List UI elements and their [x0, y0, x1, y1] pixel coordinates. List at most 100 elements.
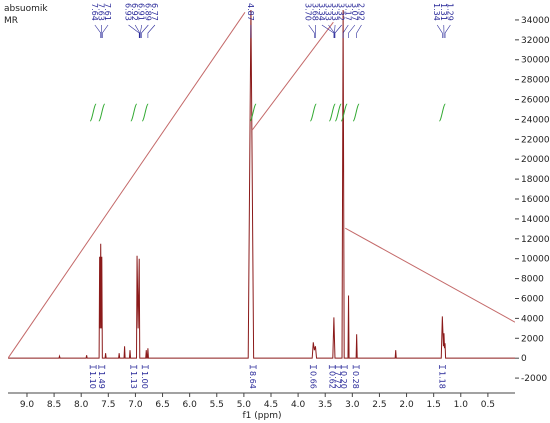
- peak-label: 3.07: [350, 3, 359, 21]
- y-tick-label: 34000: [521, 16, 550, 26]
- peak-leader: [102, 24, 109, 38]
- x-tick-label: 9.0: [20, 400, 35, 410]
- y-tick-label: 32000: [521, 36, 550, 46]
- integral-curve: [141, 103, 149, 122]
- integral-label: 1.13: [129, 371, 138, 389]
- peak-leader: [436, 24, 443, 38]
- integral-curve: [328, 103, 336, 122]
- peak-label: 7.64: [90, 3, 99, 21]
- peak-leader: [134, 24, 141, 38]
- peak-label: 6.93: [124, 3, 133, 21]
- x-tick-label: 7.0: [128, 400, 143, 410]
- peak-label: 1.29: [445, 3, 454, 21]
- integral-bracket: [328, 365, 336, 369]
- peak-label: 6.89: [143, 3, 152, 21]
- y-tick-label: 4000: [521, 314, 544, 324]
- y-tick-label: 16000: [521, 195, 550, 205]
- y-tick-label: 20000: [521, 155, 550, 165]
- x-tick-label: 4.5: [264, 400, 278, 410]
- integral-bracket: [438, 365, 446, 369]
- integral-curve: [309, 103, 317, 122]
- integral-bracket: [340, 365, 348, 369]
- integral-label: 1.00: [140, 371, 149, 389]
- peak-label: 3.33: [330, 3, 339, 21]
- integral-label: 1.18: [437, 371, 446, 389]
- peak-label: 6.77: [150, 3, 159, 21]
- integral-bracket: [249, 365, 257, 369]
- integral-label: 0.28: [351, 371, 360, 389]
- y-tick-label: 14000: [521, 215, 550, 225]
- peak-leader: [128, 24, 140, 38]
- peak-leader: [308, 24, 315, 38]
- x-tick-label: 3.5: [318, 400, 332, 410]
- integral-label: 8.64: [248, 371, 257, 389]
- x-tick-label: 3.0: [345, 400, 360, 410]
- y-tick-label: 26000: [521, 96, 550, 106]
- x-tick-label: 6.5: [155, 400, 169, 410]
- peak-leader: [321, 24, 335, 38]
- peak-label: 4.87: [246, 3, 255, 21]
- integral-label: 0.66: [308, 371, 317, 389]
- integral-bracket: [309, 365, 317, 369]
- x-tick-label: 8.0: [74, 400, 89, 410]
- peak-leader: [342, 24, 349, 38]
- integral-curve: [334, 103, 342, 122]
- peak-leader: [140, 24, 143, 38]
- peak-label: 7.61: [103, 3, 112, 21]
- integral-label: 7.72: [333, 371, 342, 389]
- peak-leader: [348, 24, 356, 38]
- x-tick-label: 2.0: [399, 400, 414, 410]
- peak-label: 3.32: [337, 3, 346, 21]
- chart-subtitle: MR: [4, 16, 18, 26]
- integral-curve: [89, 103, 97, 122]
- integral-bracket: [334, 365, 342, 369]
- y-tick-label: 10000: [521, 255, 550, 265]
- peak-label: 6.92: [130, 3, 139, 21]
- y-tick-label: 18000: [521, 175, 550, 185]
- peak-label: 3.70: [304, 3, 313, 21]
- integral-label: 0.20: [339, 371, 348, 389]
- peak-leader: [444, 24, 451, 38]
- peak-label: 1.31: [439, 3, 448, 21]
- integral-bracket: [89, 365, 97, 369]
- x-tick-label: 0.5: [481, 400, 495, 410]
- peak-leader: [334, 24, 342, 38]
- peak-label: 3.33: [323, 3, 332, 21]
- integral-bracket: [98, 365, 106, 369]
- peak-label: 3.17: [343, 3, 352, 21]
- y-tick-label: 28000: [521, 76, 550, 86]
- peak-leader: [356, 24, 362, 38]
- series-line: [8, 9, 515, 359]
- integral-curve: [438, 103, 446, 122]
- peak-label: 1.34: [432, 3, 441, 21]
- integral-label: 1.49: [97, 371, 106, 389]
- y-tick-label: -2000: [521, 374, 547, 384]
- integral-bracket: [141, 365, 149, 369]
- x-tick-label: 1.5: [426, 400, 440, 410]
- x-tick-label: 2.5: [372, 400, 386, 410]
- peak-leader: [141, 24, 149, 38]
- y-tick-label: 8000: [521, 275, 544, 285]
- peak-label: 6.91: [137, 3, 146, 21]
- integral-curve: [352, 103, 360, 122]
- x-tick-label: 5.5: [210, 400, 224, 410]
- x-tick-label: 5.0: [237, 400, 252, 410]
- x-tick-label: 1.0: [454, 400, 469, 410]
- integral-curve: [98, 103, 106, 122]
- y-tick-label: 22000: [521, 135, 550, 145]
- y-tick-label: 12000: [521, 235, 550, 245]
- peak-label: 7.63: [96, 3, 105, 21]
- x-tick-label: 8.5: [47, 400, 61, 410]
- y-tick-label: 30000: [521, 56, 550, 66]
- integral-bracket: [352, 365, 360, 369]
- integral-curve: [130, 103, 138, 122]
- peak-label: 2.92: [356, 3, 365, 21]
- integral-curve: [249, 103, 257, 122]
- peak-leader: [334, 24, 336, 38]
- y-tick-label: 24000: [521, 115, 550, 125]
- peak-leader: [147, 24, 156, 38]
- series-line: [8, 11, 515, 359]
- y-tick-label: 0: [521, 354, 527, 364]
- x-tick-label: 4.0: [291, 400, 306, 410]
